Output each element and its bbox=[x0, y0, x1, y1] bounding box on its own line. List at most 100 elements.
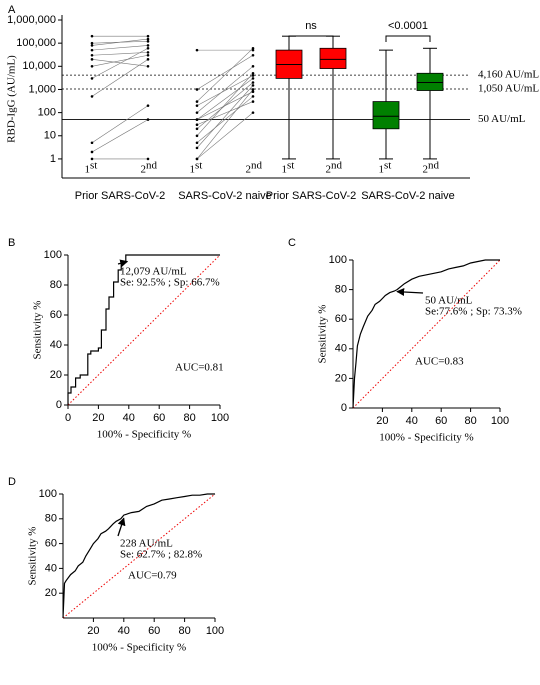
y-tick-label: 100 bbox=[38, 107, 56, 119]
y-tick-label: 80 bbox=[45, 513, 57, 525]
time-label: 1 bbox=[379, 164, 385, 176]
x-tick-label: 80 bbox=[183, 412, 195, 424]
cutoff-annotation: Se:77.6% ; Sp: 73.3% bbox=[425, 306, 522, 318]
x-tick-label: 100 bbox=[211, 412, 229, 424]
pair-point bbox=[251, 81, 255, 84]
y-tick-label: 20 bbox=[335, 372, 347, 384]
pair-point bbox=[195, 104, 199, 107]
reference-label: 50 AU/mL bbox=[478, 113, 526, 125]
cutoff-annotation: 12,079 AU/mL bbox=[120, 266, 187, 278]
y-axis-title: Sensitivity % bbox=[317, 305, 329, 364]
y-tick-label: 0 bbox=[56, 399, 62, 411]
cutoff-arrow bbox=[396, 287, 424, 296]
pair-point bbox=[251, 95, 255, 98]
y-tick-label: 1,000 bbox=[28, 83, 56, 95]
time-label: 2 bbox=[326, 164, 332, 176]
x-tick-label: 40 bbox=[406, 415, 418, 427]
pair-point bbox=[146, 58, 150, 61]
pair-point bbox=[251, 84, 255, 87]
pair-point bbox=[251, 71, 255, 75]
time-label-suffix: nd bbox=[251, 160, 263, 172]
time-label: 2 bbox=[423, 164, 429, 176]
panel-letter: C bbox=[288, 237, 296, 249]
y-tick-label: 10 bbox=[44, 130, 56, 142]
x-tick-label: 100 bbox=[206, 625, 224, 637]
pair-point bbox=[90, 48, 94, 52]
x-tick-label: 100 bbox=[491, 415, 509, 427]
pair-point bbox=[90, 95, 94, 98]
group-label: Prior SARS-CoV-2 bbox=[75, 190, 165, 202]
pair-line bbox=[91, 48, 149, 79]
cutoff-annotation: Se: 92.5% ; Sp: 66.7% bbox=[120, 277, 220, 289]
roc-curve bbox=[62, 493, 215, 619]
pair-point bbox=[195, 123, 199, 127]
x-axis-title: 100% - Specificity % bbox=[92, 642, 186, 654]
y-tick-label: 1 bbox=[50, 153, 56, 165]
y-tick-label: 100,000 bbox=[16, 37, 56, 49]
pair-line bbox=[91, 54, 149, 67]
pair-line bbox=[91, 59, 149, 67]
chance-line bbox=[62, 493, 216, 619]
y-tick-label: 20 bbox=[50, 369, 62, 381]
pair-point bbox=[195, 141, 199, 145]
x-axis-title: 100% - Specificity % bbox=[379, 432, 473, 444]
pair-point bbox=[251, 48, 255, 52]
y-tick-label: 100 bbox=[39, 488, 57, 500]
y-tick-label: 80 bbox=[50, 279, 62, 291]
pair-point bbox=[146, 53, 150, 57]
time-label: 2 bbox=[246, 164, 252, 176]
y-tick-label: 60 bbox=[45, 538, 57, 550]
reference-label: 1,050 AU/mL bbox=[478, 83, 539, 95]
pair-point bbox=[90, 141, 94, 145]
x-tick-label: 60 bbox=[435, 415, 447, 427]
pair-point bbox=[251, 53, 255, 57]
time-label-suffix: st bbox=[384, 160, 391, 172]
time-label-suffix: nd bbox=[146, 160, 158, 172]
cutoff-arrow bbox=[117, 517, 126, 537]
auc-label: AUC=0.83 bbox=[415, 356, 464, 368]
panel-letter: D bbox=[8, 476, 16, 488]
x-tick-label: 40 bbox=[123, 412, 135, 424]
y-axis-title: Sensitivity % bbox=[32, 301, 44, 360]
pair-line bbox=[196, 75, 254, 106]
y-axis-title: Sensitivity % bbox=[27, 527, 39, 586]
pair-point bbox=[251, 100, 255, 103]
cutoff-annotation: 228 AU/mL bbox=[120, 538, 173, 550]
pair-point bbox=[195, 48, 199, 52]
time-label: 1 bbox=[190, 164, 196, 176]
y-axis-title: RBD-IgG (AU/mL) bbox=[6, 55, 18, 143]
pair-point bbox=[146, 118, 150, 121]
pair-point bbox=[146, 44, 150, 47]
chance-line bbox=[67, 254, 221, 406]
cutoff-annotation: 50 AU/mL bbox=[425, 295, 473, 307]
pair-point bbox=[146, 37, 150, 41]
time-label: 2 bbox=[141, 164, 147, 176]
pair-line bbox=[91, 52, 149, 56]
pair-point bbox=[251, 90, 255, 94]
y-tick-label: 60 bbox=[335, 313, 347, 325]
y-tick-label: 10,000 bbox=[22, 60, 56, 72]
pair-point bbox=[251, 88, 255, 91]
pair-point bbox=[146, 34, 150, 38]
pair-point bbox=[90, 34, 94, 38]
pair-point bbox=[146, 65, 150, 68]
y-tick-label: 20 bbox=[45, 587, 57, 599]
y-tick-label: 1,000,000 bbox=[7, 14, 56, 26]
x-tick-label: 20 bbox=[376, 415, 388, 427]
significance-bracket bbox=[385, 35, 431, 42]
pair-point bbox=[195, 146, 199, 150]
pair-point bbox=[90, 44, 94, 47]
x-tick-label: 80 bbox=[178, 625, 190, 637]
pair-point bbox=[90, 53, 94, 57]
pair-point bbox=[90, 77, 94, 80]
significance-label: ns bbox=[305, 20, 317, 32]
pair-point bbox=[90, 65, 94, 68]
pair-line bbox=[196, 101, 254, 125]
pair-point bbox=[195, 111, 199, 114]
panel-letter: B bbox=[8, 237, 15, 249]
x-tick-label: 80 bbox=[464, 415, 476, 427]
time-label-suffix: st bbox=[195, 160, 202, 172]
pair-point bbox=[195, 100, 199, 103]
pair-point bbox=[146, 46, 150, 50]
group-label: SARS-CoV-2 naive bbox=[361, 190, 455, 202]
